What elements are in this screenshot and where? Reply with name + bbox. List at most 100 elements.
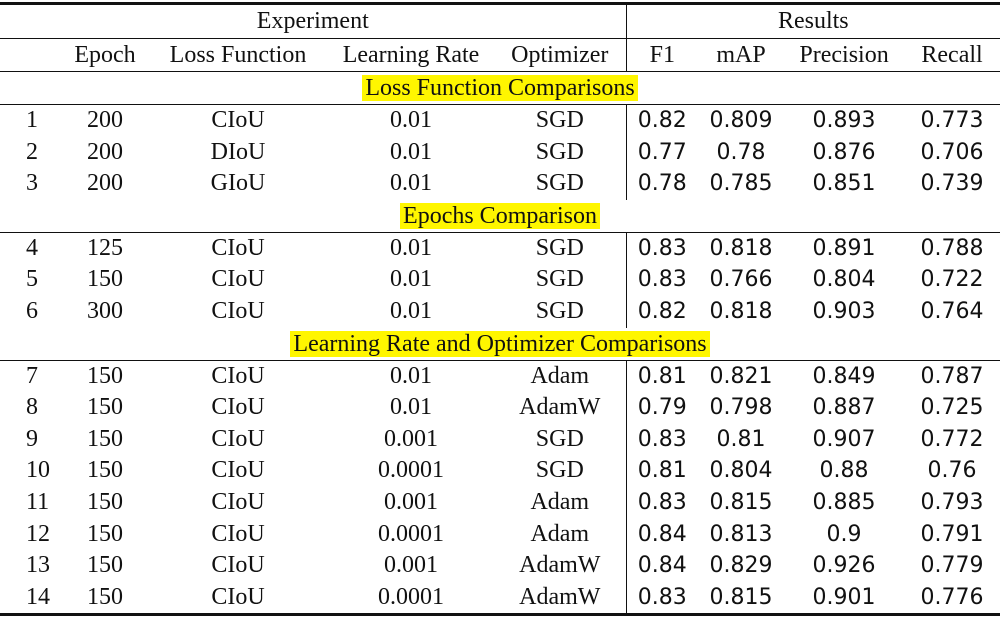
epoch-cell: 300 xyxy=(87,297,123,324)
precision-cell: 0.907 xyxy=(812,426,876,452)
epoch-cell: 150 xyxy=(87,266,123,293)
map-cell: 0.804 xyxy=(709,458,773,484)
epoch-cell: 150 xyxy=(87,488,123,515)
learning-rate-cell: 0.01 xyxy=(390,266,432,293)
learning-rate-cell: 0.0001 xyxy=(378,520,444,547)
row-index: 6 xyxy=(26,297,38,324)
f1-cell: 0.79 xyxy=(637,395,687,421)
recall-cell: 0.76 xyxy=(927,458,977,484)
recall-cell: 0.739 xyxy=(920,171,984,197)
precision-cell: 0.885 xyxy=(812,489,876,515)
loss-function-cell: CIoU xyxy=(211,234,265,261)
optimizer-cell: SGD xyxy=(494,264,627,296)
f1-cell: 0.84 xyxy=(637,553,687,579)
row-index: 3 xyxy=(26,170,38,197)
recall-cell: 0.787 xyxy=(920,363,984,389)
learning-rate-cell: 0.01 xyxy=(390,234,432,261)
epoch-cell: 150 xyxy=(87,425,123,452)
learning-rate-cell: 0.01 xyxy=(390,107,432,133)
loss-function-cell: CIoU xyxy=(148,581,328,617)
loss-function-cell: CIoU xyxy=(211,362,265,389)
optimizer-cell: Adam xyxy=(494,486,627,519)
map-cell: 0.818 xyxy=(709,298,773,324)
optimizer-cell: SGD xyxy=(494,168,627,200)
row-index: 11 xyxy=(26,488,50,515)
section-title-cell: Epochs Comparison xyxy=(0,199,1000,233)
col-header-learning-rate: Learning Rate xyxy=(328,38,494,72)
table-row: 9 150 CIoU 0.001 SGD 0.83 0.81 0.907 0.772 xyxy=(0,423,1000,456)
recall-cell: 0.772 xyxy=(920,426,984,452)
row-index: 4 xyxy=(26,234,38,261)
loss-function-cell: CIoU xyxy=(211,107,265,133)
recall-cell: 0.773 xyxy=(920,108,984,133)
col-header-optimizer: Optimizer xyxy=(494,38,627,72)
section-title-cell: Learning Rate and Optimizer Comparisons xyxy=(0,327,1000,361)
table-row: 2 200 DIoU 0.01 SGD 0.77 0.78 0.876 0.706 xyxy=(0,136,1000,169)
section-header-row: Learning Rate and Optimizer Comparisons xyxy=(0,327,1000,361)
precision-cell: 0.88 xyxy=(819,458,869,484)
epoch-cell: 150 xyxy=(62,581,148,617)
optimizer-cell: AdamW xyxy=(494,581,627,617)
section-title: Epochs Comparison xyxy=(400,202,601,229)
loss-function-cell: CIoU xyxy=(211,297,265,324)
table-row: 8 150 CIoU 0.01 AdamW 0.79 0.798 0.887 0.725 xyxy=(0,392,1000,424)
recall-cell: 0.788 xyxy=(920,235,984,261)
epoch-cell: 150 xyxy=(87,457,123,484)
loss-function-cell: CIoU xyxy=(211,394,265,421)
table-row: 13 150 CIoU 0.001 AdamW 0.84 0.829 0.926 0.779 xyxy=(0,550,1000,582)
precision-cell: 0.9 xyxy=(826,521,862,547)
learning-rate-cell: 0.01 xyxy=(390,170,432,197)
recall-cell: 0.791 xyxy=(920,521,984,547)
col-header-map: mAP xyxy=(698,38,785,72)
table-row: 1 200 CIoU 0.01 SGD 0.82 0.809 0.893 0.773 xyxy=(0,104,1000,137)
epoch-cell: 200 xyxy=(87,138,123,165)
map-cell: 0.785 xyxy=(709,171,773,197)
optimizer-cell: SGD xyxy=(494,104,627,137)
f1-cell: 0.77 xyxy=(637,139,687,165)
loss-function-cell: CIoU xyxy=(211,266,265,293)
section-title: Learning Rate and Optimizer Comparisons xyxy=(290,330,710,357)
recall-cell: 0.725 xyxy=(920,395,984,421)
loss-function-cell: CIoU xyxy=(211,425,265,452)
table-row: 7 150 CIoU 0.01 Adam 0.81 0.821 0.849 0.787 xyxy=(0,360,1000,393)
f1-cell: 0.78 xyxy=(637,171,687,197)
loss-function-cell: DIoU xyxy=(210,138,266,165)
learning-rate-cell: 0.0001 xyxy=(378,457,444,484)
row-index: 9 xyxy=(26,425,38,452)
map-cell: 0.829 xyxy=(709,553,773,579)
table-row: 3 200 GIoU 0.01 SGD 0.78 0.785 0.851 0.739 xyxy=(0,168,1000,200)
epoch-cell: 150 xyxy=(87,362,123,389)
optimizer-cell: AdamW xyxy=(494,550,627,582)
loss-function-cell: CIoU xyxy=(211,488,265,515)
row-index: 8 xyxy=(26,394,38,421)
precision-cell: 0.903 xyxy=(812,298,876,324)
col-header-index xyxy=(0,38,62,72)
learning-rate-cell: 0.01 xyxy=(390,297,432,324)
optimizer-cell: SGD xyxy=(494,232,627,265)
precision-cell: 0.901 xyxy=(784,581,905,617)
optimizer-cell: SGD xyxy=(494,136,627,169)
epoch-cell: 200 xyxy=(87,170,123,197)
precision-cell: 0.926 xyxy=(812,553,876,579)
optimizer-cell: Adam xyxy=(494,518,627,551)
precision-cell: 0.851 xyxy=(812,171,876,197)
learning-rate-cell: 0.01 xyxy=(390,138,432,165)
section-header-row: Epochs Comparison xyxy=(0,199,1000,233)
epoch-cell: 200 xyxy=(87,107,123,133)
table-row: 4 125 CIoU 0.01 SGD 0.83 0.818 0.891 0.788 xyxy=(0,232,1000,265)
experiment-group-header: Experiment xyxy=(0,2,627,39)
row-index: 13 xyxy=(26,552,50,579)
column-header-row: Epoch Loss Function Learning Rate Optimi… xyxy=(0,38,1000,72)
section-title: Loss Function Comparisons xyxy=(362,75,638,101)
row-index: 10 xyxy=(26,457,50,484)
optimizer-cell: SGD xyxy=(494,455,627,487)
table-row: 12 150 CIoU 0.0001 Adam 0.84 0.813 0.9 0.791 xyxy=(0,518,1000,551)
map-cell: 0.81 xyxy=(716,426,766,452)
f1-cell: 0.83 xyxy=(637,426,687,452)
row-index: 7 xyxy=(26,362,38,389)
table-row: 10 150 CIoU 0.0001 SGD 0.81 0.804 0.88 0.76 xyxy=(0,455,1000,487)
loss-function-cell: GIoU xyxy=(210,170,266,197)
col-header-recall: Recall xyxy=(904,38,1000,72)
